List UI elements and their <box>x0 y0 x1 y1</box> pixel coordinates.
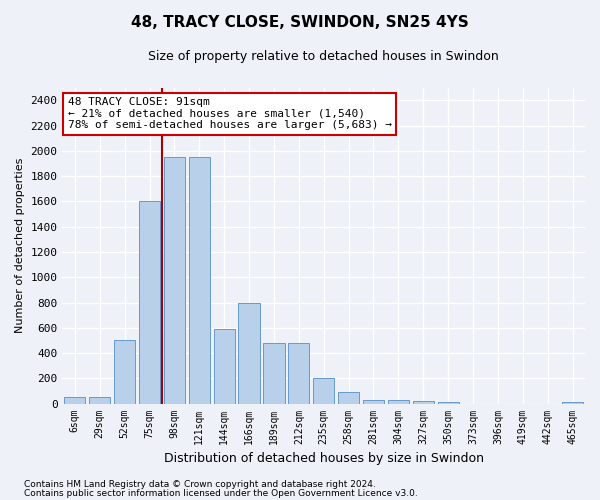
Bar <box>413 401 434 404</box>
X-axis label: Distribution of detached houses by size in Swindon: Distribution of detached houses by size … <box>164 452 484 465</box>
Bar <box>238 302 260 404</box>
Bar <box>214 329 235 404</box>
Text: Contains HM Land Registry data © Crown copyright and database right 2024.: Contains HM Land Registry data © Crown c… <box>24 480 376 489</box>
Bar <box>114 340 135 404</box>
Title: Size of property relative to detached houses in Swindon: Size of property relative to detached ho… <box>148 50 499 63</box>
Bar <box>562 402 583 404</box>
Bar <box>363 400 384 404</box>
Bar <box>139 202 160 404</box>
Y-axis label: Number of detached properties: Number of detached properties <box>15 158 25 334</box>
Bar <box>263 343 284 404</box>
Bar <box>338 392 359 404</box>
Text: Contains public sector information licensed under the Open Government Licence v3: Contains public sector information licen… <box>24 488 418 498</box>
Bar <box>437 402 459 404</box>
Bar <box>313 378 334 404</box>
Text: 48, TRACY CLOSE, SWINDON, SN25 4YS: 48, TRACY CLOSE, SWINDON, SN25 4YS <box>131 15 469 30</box>
Bar <box>164 157 185 404</box>
Bar <box>189 157 210 404</box>
Bar <box>388 400 409 404</box>
Bar <box>64 397 85 404</box>
Bar <box>89 397 110 404</box>
Text: 48 TRACY CLOSE: 91sqm
← 21% of detached houses are smaller (1,540)
78% of semi-d: 48 TRACY CLOSE: 91sqm ← 21% of detached … <box>68 98 392 130</box>
Bar <box>288 343 310 404</box>
